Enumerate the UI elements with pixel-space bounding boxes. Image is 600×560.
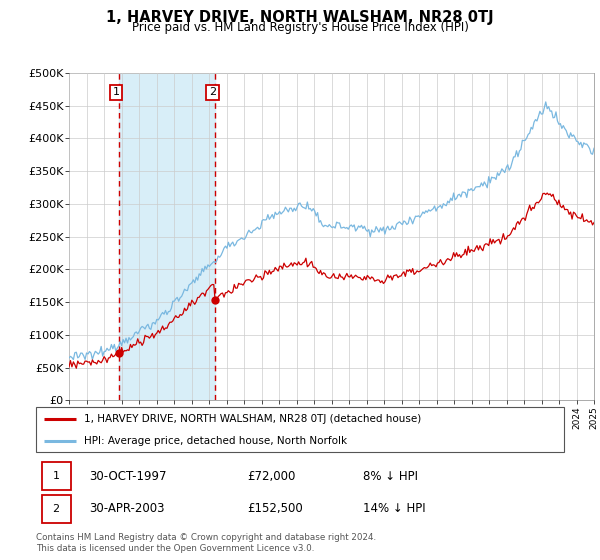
Text: 1, HARVEY DRIVE, NORTH WALSHAM, NR28 0TJ (detached house): 1, HARVEY DRIVE, NORTH WALSHAM, NR28 0TJ… — [83, 414, 421, 424]
Text: Contains HM Land Registry data © Crown copyright and database right 2024.
This d: Contains HM Land Registry data © Crown c… — [36, 533, 376, 553]
Text: 2: 2 — [209, 87, 216, 97]
Text: HPI: Average price, detached house, North Norfolk: HPI: Average price, detached house, Nort… — [83, 436, 347, 446]
Bar — [119, 73, 215, 400]
Text: 8% ↓ HPI: 8% ↓ HPI — [364, 469, 418, 483]
Text: 1: 1 — [112, 87, 119, 97]
Text: £72,000: £72,000 — [247, 469, 296, 483]
FancyBboxPatch shape — [41, 495, 71, 522]
Text: 1, HARVEY DRIVE, NORTH WALSHAM, NR28 0TJ: 1, HARVEY DRIVE, NORTH WALSHAM, NR28 0TJ — [106, 10, 494, 25]
Text: 1: 1 — [53, 471, 59, 481]
Text: 30-OCT-1997: 30-OCT-1997 — [89, 469, 166, 483]
FancyBboxPatch shape — [41, 462, 71, 490]
Text: 2: 2 — [53, 504, 59, 514]
Text: 14% ↓ HPI: 14% ↓ HPI — [364, 502, 426, 515]
Text: Price paid vs. HM Land Registry's House Price Index (HPI): Price paid vs. HM Land Registry's House … — [131, 21, 469, 34]
Text: 30-APR-2003: 30-APR-2003 — [89, 502, 164, 515]
Text: £152,500: £152,500 — [247, 502, 303, 515]
FancyBboxPatch shape — [36, 407, 564, 452]
